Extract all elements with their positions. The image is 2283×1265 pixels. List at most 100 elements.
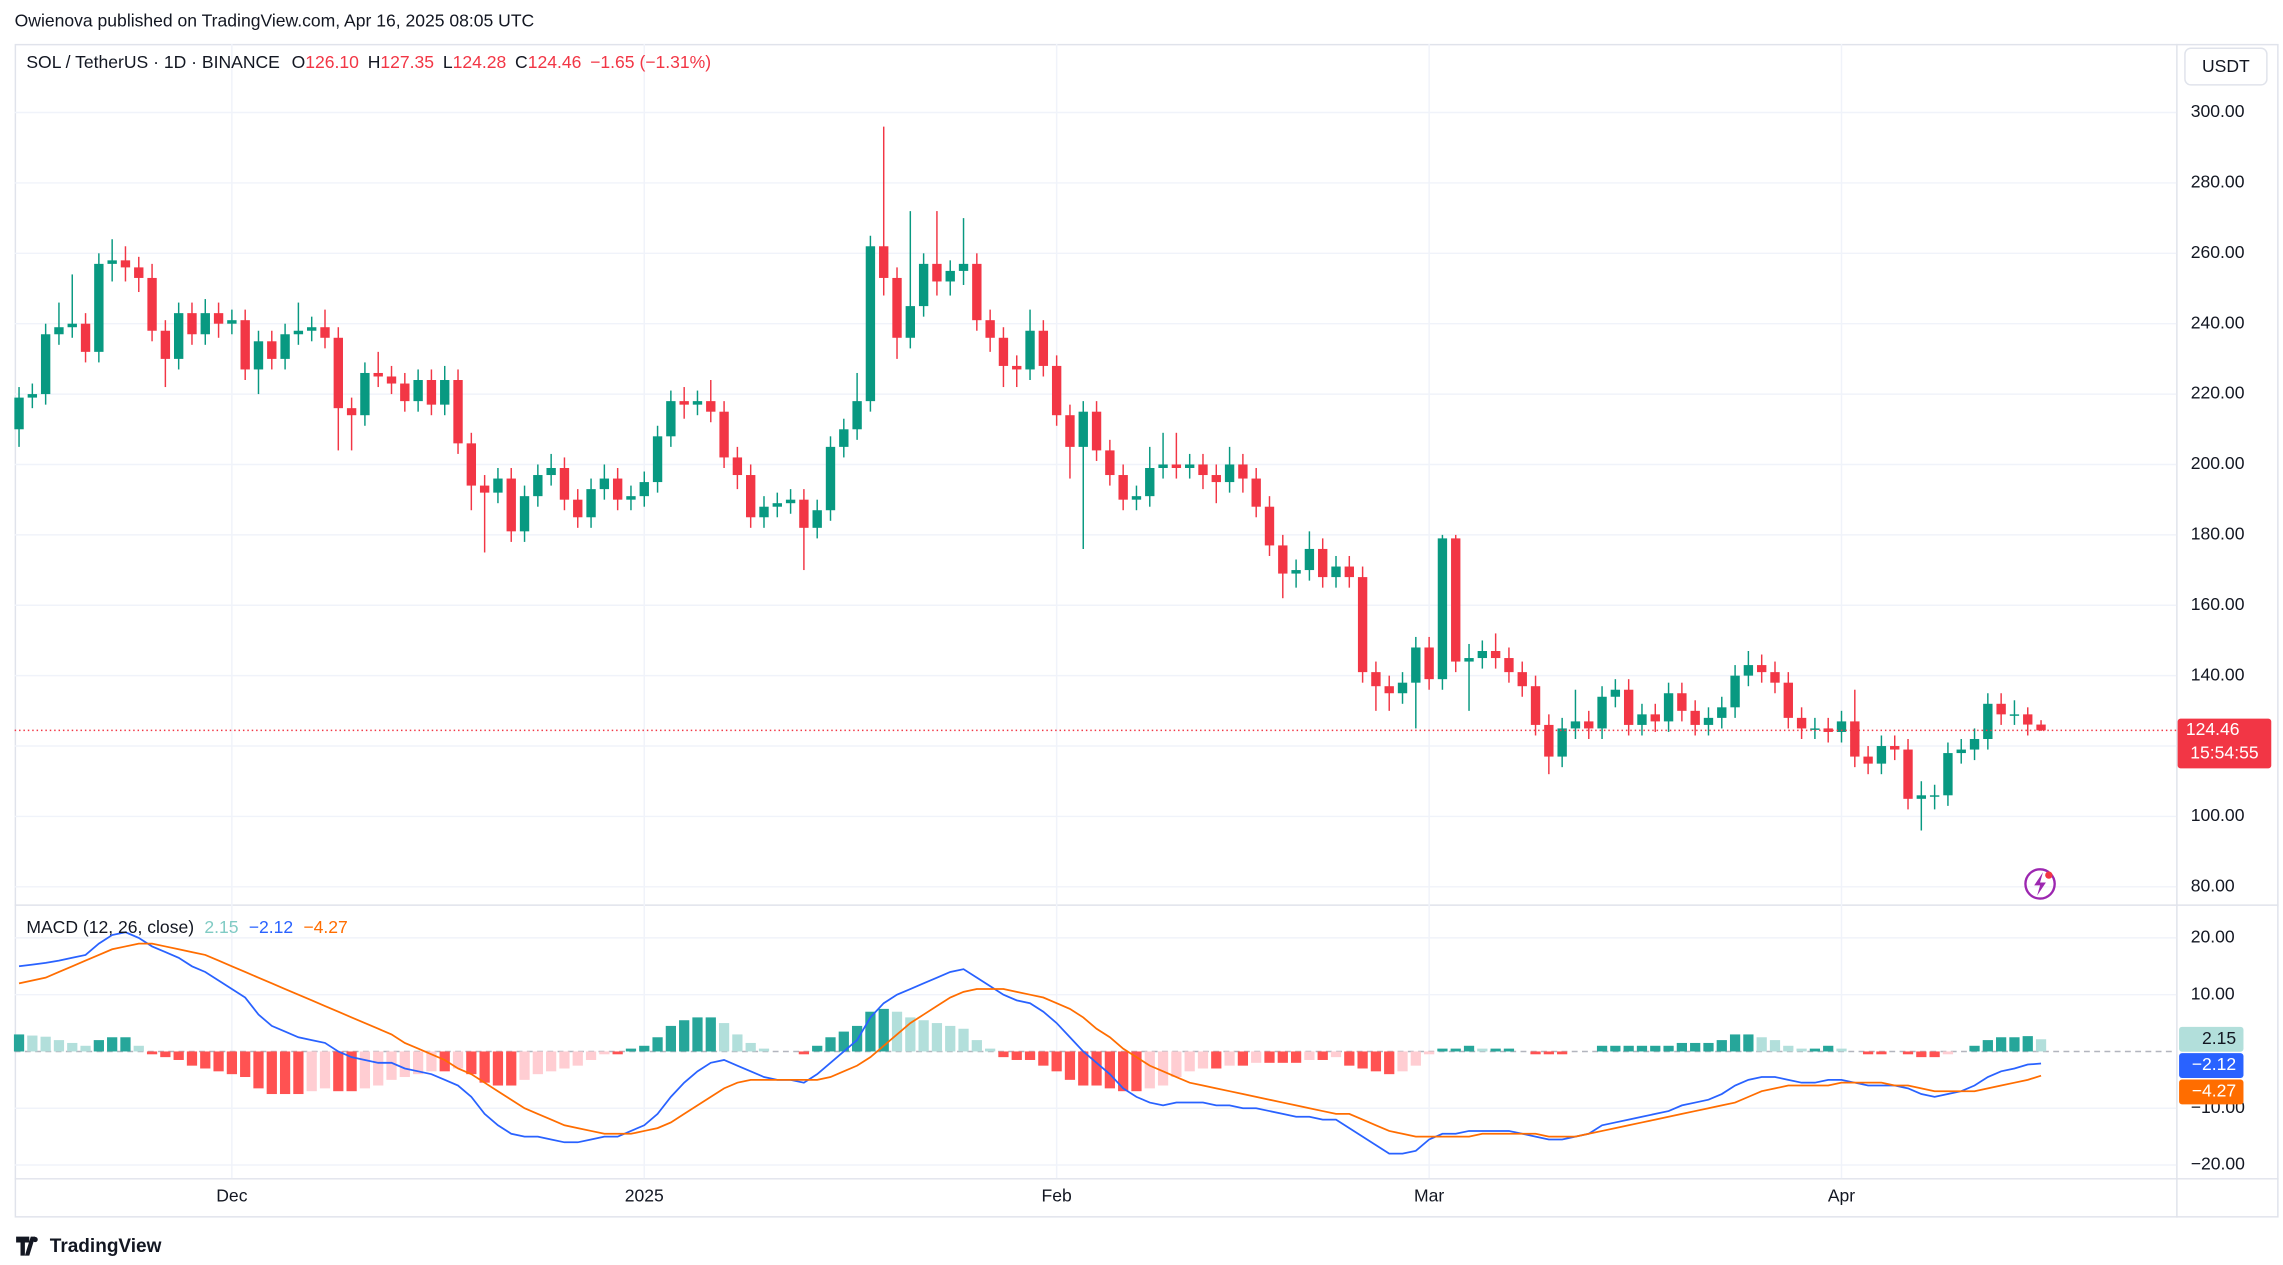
- candle: [440, 365, 450, 416]
- candle-body: [1264, 506, 1275, 546]
- histogram-bar: [1490, 1048, 1501, 1052]
- candle-body: [94, 263, 104, 352]
- x-tick-label: Dec: [216, 1186, 247, 1206]
- candle: [1863, 746, 1873, 775]
- histogram-bar: [1224, 1051, 1235, 1066]
- histogram-bar: [1982, 1040, 1993, 1052]
- candle-body: [1078, 411, 1088, 447]
- histogram-bar: [1663, 1045, 1674, 1052]
- histogram-bar: [718, 1023, 730, 1052]
- candle-body: [1012, 365, 1022, 370]
- candle: [1158, 432, 1168, 479]
- histogram-bar: [1211, 1051, 1222, 1069]
- histogram-bar: [173, 1051, 184, 1060]
- histogram-bar: [107, 1037, 118, 1052]
- candle: [1131, 485, 1142, 511]
- candle: [1331, 555, 1341, 588]
- candle-body: [1517, 672, 1527, 687]
- candle: [998, 327, 1009, 388]
- candle-body: [626, 496, 636, 500]
- candle-body: [1796, 717, 1807, 729]
- candle-body: [1650, 714, 1660, 722]
- histogram-bar: [599, 1051, 610, 1055]
- candle-body: [360, 372, 370, 416]
- candle: [160, 320, 171, 388]
- y-tick-label: −20.00: [2191, 1154, 2245, 1174]
- histogram-bar: [1237, 1051, 1249, 1066]
- candle: [1796, 707, 1807, 739]
- histogram-bar: [1264, 1051, 1275, 1063]
- legend-value: 124.46: [528, 52, 582, 72]
- candle-body: [54, 327, 64, 335]
- histogram-bar: [426, 1051, 437, 1072]
- x-tick-label: Apr: [1828, 1186, 1855, 1206]
- candle-body: [1437, 538, 1448, 680]
- candle-body: [1490, 651, 1501, 659]
- candle-body: [1810, 728, 1820, 730]
- candle: [493, 467, 503, 504]
- histogram-bar: [279, 1051, 291, 1095]
- histogram-bar: [1157, 1051, 1169, 1086]
- candle: [240, 309, 250, 381]
- candle-body: [27, 394, 38, 398]
- x-tick-label: 2025: [625, 1186, 664, 1206]
- candle: [1903, 738, 1913, 810]
- candle-body: [506, 478, 516, 532]
- candle-body: [40, 334, 51, 395]
- candle: [1530, 675, 1541, 736]
- candle: [267, 330, 277, 370]
- histogram-bar: [146, 1051, 158, 1055]
- candle-body: [307, 327, 317, 331]
- candle: [652, 425, 663, 493]
- candle-body: [692, 401, 703, 405]
- histogram-bar: [1184, 1051, 1195, 1072]
- histogram-bar: [1317, 1051, 1328, 1060]
- candle-body: [1344, 566, 1354, 578]
- histogram-bar: [253, 1051, 264, 1089]
- histogram-bar: [1051, 1051, 1062, 1072]
- candle-body: [1464, 658, 1474, 662]
- currency-button[interactable]: [2184, 47, 2268, 86]
- candle: [120, 246, 131, 282]
- histogram-bar: [452, 1051, 464, 1069]
- candle-body: [1757, 665, 1767, 673]
- macd-line: [18, 931, 2042, 1155]
- currency-label[interactable]: USDT: [2202, 56, 2250, 76]
- histogram-bar: [1450, 1048, 1461, 1052]
- candle-body: [493, 478, 503, 493]
- candle: [1890, 735, 1900, 761]
- candle-body: [1677, 693, 1687, 711]
- candle-body: [972, 263, 982, 321]
- candle-body: [2023, 714, 2033, 725]
- histogram-bar: [80, 1045, 91, 1052]
- candle: [80, 313, 91, 363]
- histogram-bar: [679, 1020, 690, 1052]
- candle: [1597, 686, 1607, 739]
- alert-icon[interactable]: [2024, 868, 2056, 900]
- histogram-bar: [1118, 1051, 1129, 1092]
- candle: [1810, 717, 1820, 739]
- candle: [1171, 432, 1182, 479]
- candle-body: [240, 320, 250, 370]
- candle: [2009, 700, 2020, 725]
- histogram-bar: [652, 1037, 663, 1052]
- macd-legend-value: −2.12: [249, 916, 293, 936]
- candle: [360, 362, 370, 426]
- histogram-bar: [1916, 1051, 1927, 1058]
- histogram-bar: [133, 1045, 144, 1052]
- histogram-bar: [1024, 1051, 1036, 1060]
- histogram-bar: [1650, 1045, 1661, 1052]
- y-tick-label: 160.00: [2191, 594, 2245, 614]
- candle: [785, 489, 796, 514]
- candle: [1145, 446, 1155, 507]
- histogram-bar: [798, 1051, 810, 1055]
- histogram-bar: [1690, 1042, 1701, 1052]
- legend-key: H: [368, 52, 381, 72]
- histogram-bar: [40, 1036, 51, 1052]
- candle: [1956, 738, 1966, 764]
- candle: [1690, 700, 1700, 736]
- candle: [1091, 401, 1102, 461]
- candle: [825, 436, 836, 521]
- candle: [426, 369, 437, 416]
- candle: [865, 235, 876, 412]
